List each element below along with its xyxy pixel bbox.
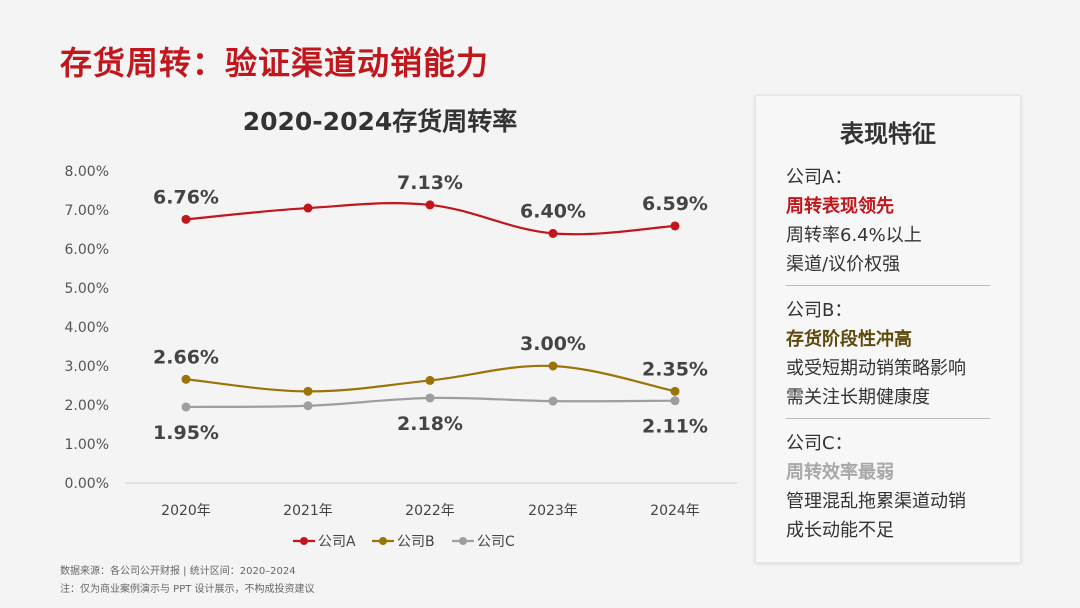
y-tick-label: 7.00% <box>65 203 109 219</box>
data-point <box>303 401 313 411</box>
company-b-highlight: 存货阶段性冲高 <box>786 329 912 350</box>
company-b-label: 公司B： <box>786 300 853 321</box>
y-tick-label: 0.00% <box>65 476 109 492</box>
data-label: 6.40% <box>520 200 586 222</box>
x-tick-label: 2024年 <box>650 503 700 519</box>
features-panel: 表现特征 公司A： 周转表现领先 周转率6.4%以上 渠道/议价权强 公司B： … <box>755 95 1021 563</box>
y-tick-label: 8.00% <box>65 164 109 180</box>
data-label: 2.66% <box>153 346 219 368</box>
divider <box>786 418 990 419</box>
data-label: 2.11% <box>642 416 708 438</box>
page-title: 存货周转：验证渠道动销能力 <box>60 44 490 82</box>
y-tick-label: 4.00% <box>65 320 109 336</box>
data-label: 6.59% <box>642 193 708 215</box>
x-tick-label: 2022年 <box>405 503 455 519</box>
data-label: 3.00% <box>520 333 586 355</box>
legend-label: 公司A <box>318 534 356 550</box>
legend-label: 公司C <box>477 534 515 550</box>
legend-label: 公司B <box>397 534 435 550</box>
legend-marker <box>379 537 387 545</box>
y-tick-label: 1.00% <box>65 437 109 453</box>
section-company-c: 公司C： 周转效率最弱 管理混乱拖累渠道动销 成长动能不足 <box>786 429 990 545</box>
data-point <box>303 386 313 396</box>
footer-source: 数据来源：各公司公开财报 | 统计区间：2020–2024 <box>60 566 296 577</box>
company-c-line-2: 成长动能不足 <box>786 520 894 541</box>
chart-title: 2020-2024存货周转率 <box>242 107 518 136</box>
company-a-highlight: 周转表现领先 <box>786 196 894 217</box>
data-point <box>548 228 558 238</box>
company-a-label: 公司A： <box>786 167 853 188</box>
y-tick-label: 6.00% <box>65 242 109 258</box>
y-tick-label: 5.00% <box>65 281 109 297</box>
data-label: 2.35% <box>642 358 708 380</box>
data-point <box>303 203 313 213</box>
data-point <box>548 396 558 406</box>
data-point <box>425 393 435 403</box>
x-tick-label: 2021年 <box>283 503 333 519</box>
company-a-line-1: 周转率6.4%以上 <box>786 225 922 246</box>
line-chart: 0.00% 1.00% 2.00% 3.00% 4.00% 5.00% 6.00% 7.00%… <box>65 164 737 550</box>
section-company-b: 公司B： 存货阶段性冲高 或受短期动销策略影响 需关注长期健康度 <box>786 296 990 412</box>
y-tick-label: 3.00% <box>65 359 109 375</box>
company-b-line-2: 需关注长期健康度 <box>786 387 930 408</box>
data-point <box>670 221 680 231</box>
data-point <box>670 396 680 406</box>
data-point <box>425 375 435 385</box>
data-point <box>181 214 191 224</box>
company-c-line-1: 管理混乱拖累渠道动销 <box>786 491 966 512</box>
legend-marker <box>300 537 308 545</box>
data-point <box>670 386 680 396</box>
y-tick-label: 2.00% <box>65 398 109 414</box>
panel-title: 表现特征 <box>840 120 936 148</box>
company-b-line-1: 或受短期动销策略影响 <box>786 358 966 379</box>
data-point <box>548 361 558 371</box>
footer-note: 注：仅为商业案例演示与 PPT 设计展示，不构成投资建议 <box>60 584 315 595</box>
data-point <box>425 200 435 210</box>
data-label: 2.18% <box>397 413 463 435</box>
company-c-highlight: 周转效率最弱 <box>786 462 894 483</box>
data-label: 1.95% <box>153 422 219 444</box>
data-point <box>181 374 191 384</box>
x-tick-label: 2020年 <box>161 503 211 519</box>
data-label: 7.13% <box>397 172 463 194</box>
divider <box>786 285 990 286</box>
company-a-line-2: 渠道/议价权强 <box>786 254 901 275</box>
section-company-a: 公司A： 周转表现领先 周转率6.4%以上 渠道/议价权强 <box>786 163 990 279</box>
company-c-label: 公司C： <box>786 433 853 454</box>
data-point <box>181 402 191 412</box>
data-label: 6.76% <box>153 186 219 208</box>
x-tick-label: 2023年 <box>528 503 578 519</box>
legend-marker <box>459 537 467 545</box>
